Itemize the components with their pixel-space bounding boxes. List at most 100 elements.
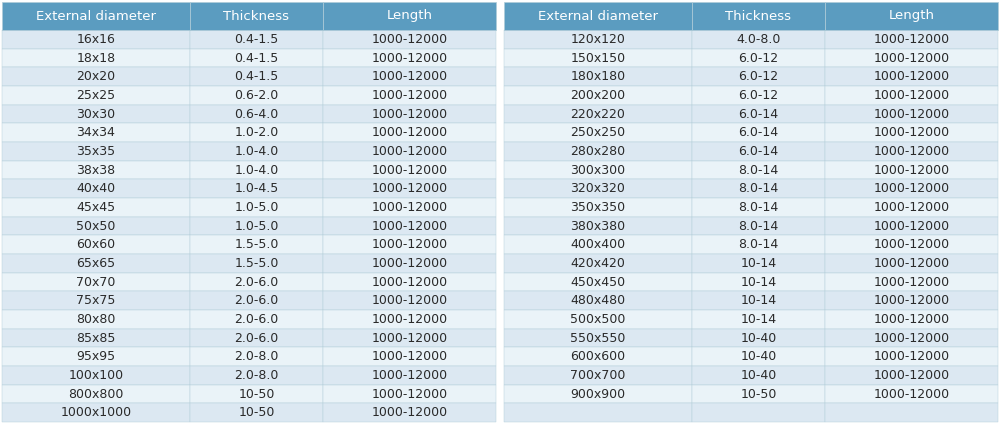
Bar: [825, 273, 998, 291]
Text: 1000-12000: 1000-12000: [873, 350, 950, 363]
Bar: [825, 105, 998, 123]
Bar: [504, 67, 692, 86]
Bar: [190, 347, 323, 366]
Bar: [323, 347, 496, 366]
Bar: [323, 86, 496, 105]
Bar: [825, 86, 998, 105]
Text: 75x75: 75x75: [76, 294, 116, 307]
Bar: [504, 179, 692, 198]
Bar: [2, 366, 190, 385]
Bar: [692, 30, 825, 49]
Bar: [825, 67, 998, 86]
Bar: [2, 254, 190, 273]
Bar: [323, 2, 496, 30]
Text: 280x280: 280x280: [570, 145, 625, 158]
Text: Length: Length: [387, 9, 433, 22]
Text: 400x400: 400x400: [570, 238, 625, 251]
Text: 8.0-14: 8.0-14: [738, 201, 779, 214]
Text: 1.5-5.0: 1.5-5.0: [234, 238, 279, 251]
Bar: [825, 49, 998, 67]
Bar: [504, 198, 692, 217]
Bar: [825, 161, 998, 179]
Bar: [692, 179, 825, 198]
Text: 1.5-5.0: 1.5-5.0: [234, 257, 279, 270]
Text: 10-50: 10-50: [740, 388, 777, 401]
Bar: [323, 142, 496, 161]
Bar: [504, 49, 692, 67]
Text: 1000-12000: 1000-12000: [371, 350, 448, 363]
Bar: [2, 385, 190, 403]
Bar: [2, 86, 190, 105]
Bar: [692, 105, 825, 123]
Bar: [692, 291, 825, 310]
Bar: [190, 142, 323, 161]
Bar: [2, 291, 190, 310]
Bar: [190, 161, 323, 179]
Text: 0.6-2.0: 0.6-2.0: [234, 89, 279, 102]
Text: 2.0-6.0: 2.0-6.0: [234, 313, 279, 326]
Text: 85x85: 85x85: [76, 332, 116, 344]
Bar: [190, 49, 323, 67]
Bar: [323, 198, 496, 217]
Text: External diameter: External diameter: [538, 9, 658, 22]
Text: 1.0-5.0: 1.0-5.0: [234, 201, 279, 214]
Bar: [2, 142, 190, 161]
Bar: [323, 310, 496, 329]
Text: 80x80: 80x80: [76, 313, 116, 326]
Bar: [692, 403, 825, 422]
Text: 10-40: 10-40: [740, 332, 777, 344]
Bar: [825, 366, 998, 385]
Bar: [825, 235, 998, 254]
Text: 0.4-1.5: 0.4-1.5: [234, 33, 279, 46]
Text: 1.0-4.0: 1.0-4.0: [234, 145, 279, 158]
Text: 8.0-14: 8.0-14: [738, 164, 779, 176]
Text: 6.0-12: 6.0-12: [738, 51, 778, 64]
Bar: [2, 30, 190, 49]
Bar: [825, 403, 998, 422]
Text: 2.0-8.0: 2.0-8.0: [234, 369, 279, 382]
Text: 1000-12000: 1000-12000: [371, 182, 448, 195]
Text: 1000-12000: 1000-12000: [873, 388, 950, 401]
Bar: [692, 273, 825, 291]
Text: 1000-12000: 1000-12000: [873, 332, 950, 344]
Bar: [692, 49, 825, 67]
Text: 38x38: 38x38: [76, 164, 115, 176]
Bar: [190, 366, 323, 385]
Text: 20x20: 20x20: [76, 70, 115, 83]
Text: 1000-12000: 1000-12000: [371, 201, 448, 214]
Text: 1000-12000: 1000-12000: [371, 126, 448, 139]
Bar: [2, 217, 190, 235]
Bar: [323, 366, 496, 385]
Text: 1000-12000: 1000-12000: [873, 164, 950, 176]
Bar: [504, 310, 692, 329]
Bar: [504, 347, 692, 366]
Text: 150x150: 150x150: [570, 51, 625, 64]
Bar: [692, 161, 825, 179]
Bar: [825, 179, 998, 198]
Bar: [323, 179, 496, 198]
Text: 25x25: 25x25: [76, 89, 115, 102]
Text: 100x100: 100x100: [68, 369, 123, 382]
Text: 1000-12000: 1000-12000: [371, 33, 448, 46]
Bar: [323, 403, 496, 422]
Bar: [504, 30, 692, 49]
Bar: [2, 273, 190, 291]
Text: 8.0-14: 8.0-14: [738, 220, 779, 232]
Text: 10-40: 10-40: [740, 350, 777, 363]
Text: 1000-12000: 1000-12000: [371, 406, 448, 419]
Text: 380x380: 380x380: [570, 220, 625, 232]
Bar: [825, 217, 998, 235]
Bar: [190, 403, 323, 422]
Bar: [825, 2, 998, 30]
Bar: [323, 30, 496, 49]
Bar: [323, 123, 496, 142]
Bar: [190, 217, 323, 235]
Bar: [504, 142, 692, 161]
Text: External diameter: External diameter: [36, 9, 156, 22]
Bar: [2, 403, 190, 422]
Bar: [323, 329, 496, 347]
Text: 300x300: 300x300: [570, 164, 625, 176]
Text: 1000-12000: 1000-12000: [873, 257, 950, 270]
Text: 60x60: 60x60: [76, 238, 115, 251]
Bar: [825, 30, 998, 49]
